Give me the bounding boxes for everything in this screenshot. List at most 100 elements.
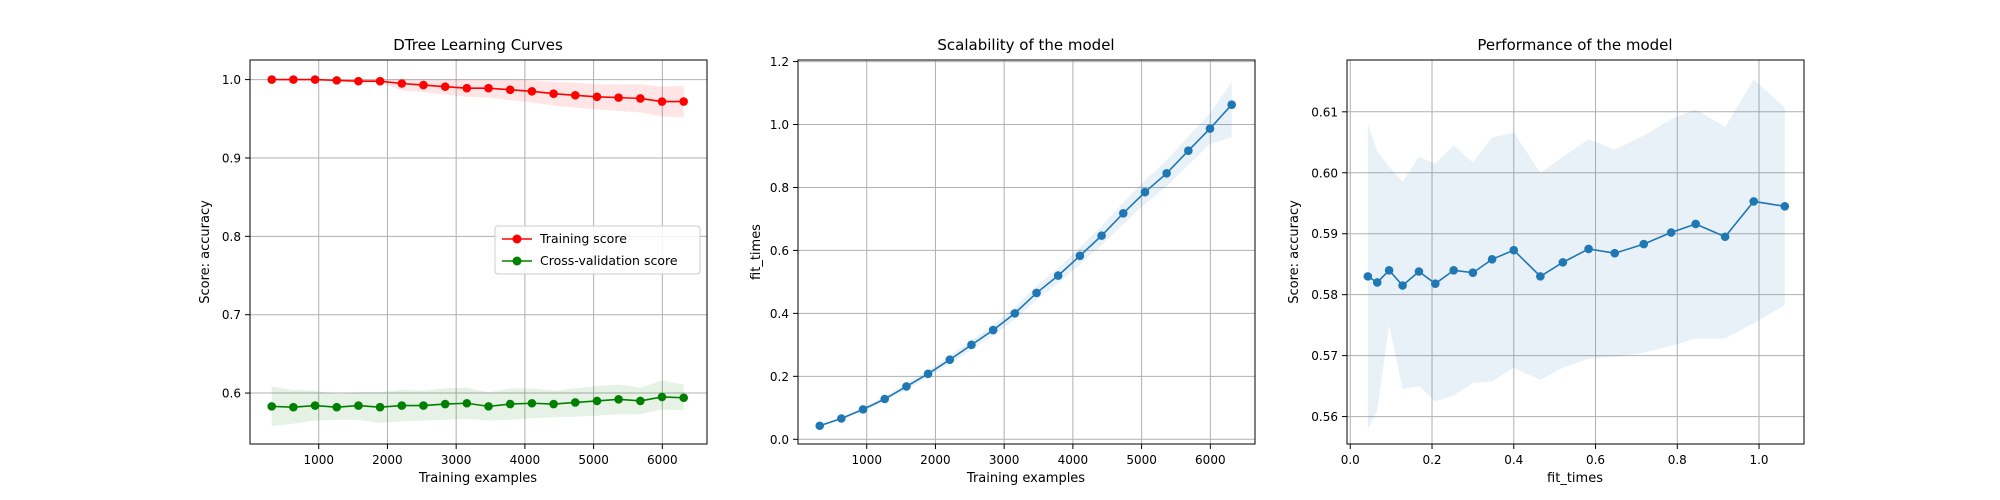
data-point <box>527 398 537 408</box>
legend-box <box>494 225 701 275</box>
data-point <box>1398 281 1407 290</box>
data-point <box>289 75 298 84</box>
data-point <box>592 396 602 406</box>
y-axis-label: Score: accuracy <box>1287 200 1302 304</box>
data-point <box>1372 278 1382 287</box>
legend-marker-cv <box>512 256 522 266</box>
data-point <box>332 402 342 412</box>
legend-label-training: Training score <box>539 231 627 246</box>
data-point <box>1184 146 1193 155</box>
y-ticks: 0.6 0.7 0.8 0.9 1.0 <box>222 73 250 401</box>
data-point <box>1118 208 1128 218</box>
data-point <box>1430 279 1440 289</box>
data-point <box>462 83 472 93</box>
y-tick-label: 0.8 <box>770 181 789 195</box>
data-point <box>923 369 933 379</box>
data-point <box>1075 251 1085 261</box>
data-point <box>1032 288 1041 298</box>
y-tick-label: 0.9 <box>222 151 241 165</box>
data-point <box>1140 187 1150 197</box>
confidence-band-1 <box>271 380 684 426</box>
data-point <box>549 89 558 98</box>
legend-label-cv: Cross-validation score <box>540 253 678 268</box>
data-point <box>1449 265 1458 275</box>
data-point <box>880 394 890 404</box>
panel-scalability: Scalability of the model 1000 2000 3000 400… <box>749 36 1256 486</box>
confidence-bands <box>819 82 1232 427</box>
data-point <box>1414 267 1424 276</box>
confidence-band-0 <box>819 82 1232 427</box>
data-point <box>679 393 688 403</box>
panel-performance: Performance of the model 0.0 0.2 0.4 0.6 0.8… <box>1287 36 1805 486</box>
plot-frame <box>249 59 708 445</box>
data-point <box>858 405 868 414</box>
confidence-bands <box>1367 79 1785 429</box>
data-point <box>1558 258 1568 267</box>
legend-marker-training <box>512 234 522 244</box>
confidence-bands <box>271 79 684 426</box>
x-tick-label: 0.8 <box>1668 453 1687 467</box>
data-point <box>837 414 846 423</box>
data-point <box>440 399 450 409</box>
x-tick-label: 0.4 <box>1504 453 1523 467</box>
x-tick-label: 5000 <box>1126 453 1157 467</box>
data-point <box>375 402 385 412</box>
data-point <box>484 402 493 411</box>
data-point <box>1162 169 1171 178</box>
x-tick-label: 4000 <box>510 453 541 467</box>
data-point <box>527 87 537 96</box>
data-point <box>310 401 320 410</box>
data-point <box>636 396 645 406</box>
data-point <box>332 76 342 85</box>
data-point <box>1053 271 1063 280</box>
series-lines <box>815 100 1236 431</box>
confidence-band-0 <box>1367 79 1785 429</box>
data-point <box>988 325 998 335</box>
grid <box>1347 60 1804 444</box>
data-point <box>484 83 493 93</box>
y-tick-label: 0.6 <box>770 244 789 258</box>
data-point <box>289 402 298 412</box>
data-point <box>679 97 688 106</box>
y-axis-label: fit_times <box>749 224 764 280</box>
y-axis-label: Score: accuracy <box>198 200 213 304</box>
data-point <box>267 402 277 411</box>
data-point <box>967 340 976 350</box>
x-tick-label: 0.2 <box>1422 453 1441 467</box>
data-point <box>1666 228 1676 237</box>
y-tick-label: 0.61 <box>1311 105 1338 119</box>
data-point <box>636 94 645 103</box>
data-point <box>1227 100 1236 109</box>
y-tick-label: 0.7 <box>222 308 241 322</box>
series-lines <box>267 75 688 412</box>
x-tick-label: 4000 <box>1058 453 1089 467</box>
data-point <box>397 401 407 410</box>
data-point <box>1536 272 1545 281</box>
chart-title: DTree Learning Curves <box>393 36 563 54</box>
x-tick-label: 1000 <box>303 453 334 467</box>
plot-frame <box>1346 59 1805 445</box>
data-point <box>375 76 385 86</box>
confidence-band-0 <box>271 79 684 118</box>
data-point <box>1584 244 1593 254</box>
data-point <box>657 392 667 402</box>
data-point <box>592 92 602 102</box>
x-ticks: 1000 2000 3000 4000 5000 6000 <box>851 444 1226 467</box>
legend: Training score Cross-validation score <box>494 225 701 275</box>
x-tick-label: 3000 <box>989 453 1020 467</box>
data-point <box>570 90 580 100</box>
x-tick-label: 6000 <box>647 453 678 467</box>
data-point <box>267 75 277 84</box>
y-ticks: 0.56 0.57 0.58 0.59 0.60 0.61 <box>1311 105 1347 424</box>
x-tick-label: 0.6 <box>1586 453 1605 467</box>
data-point <box>815 421 825 431</box>
data-point <box>310 75 320 84</box>
y-tick-label: 0.4 <box>770 307 789 321</box>
chart-title: Performance of the model <box>1477 36 1672 54</box>
data-point <box>614 395 623 404</box>
data-point <box>657 97 667 106</box>
data-point <box>1468 268 1478 278</box>
data-point <box>1205 124 1215 133</box>
x-tick-label: 2000 <box>372 453 403 467</box>
